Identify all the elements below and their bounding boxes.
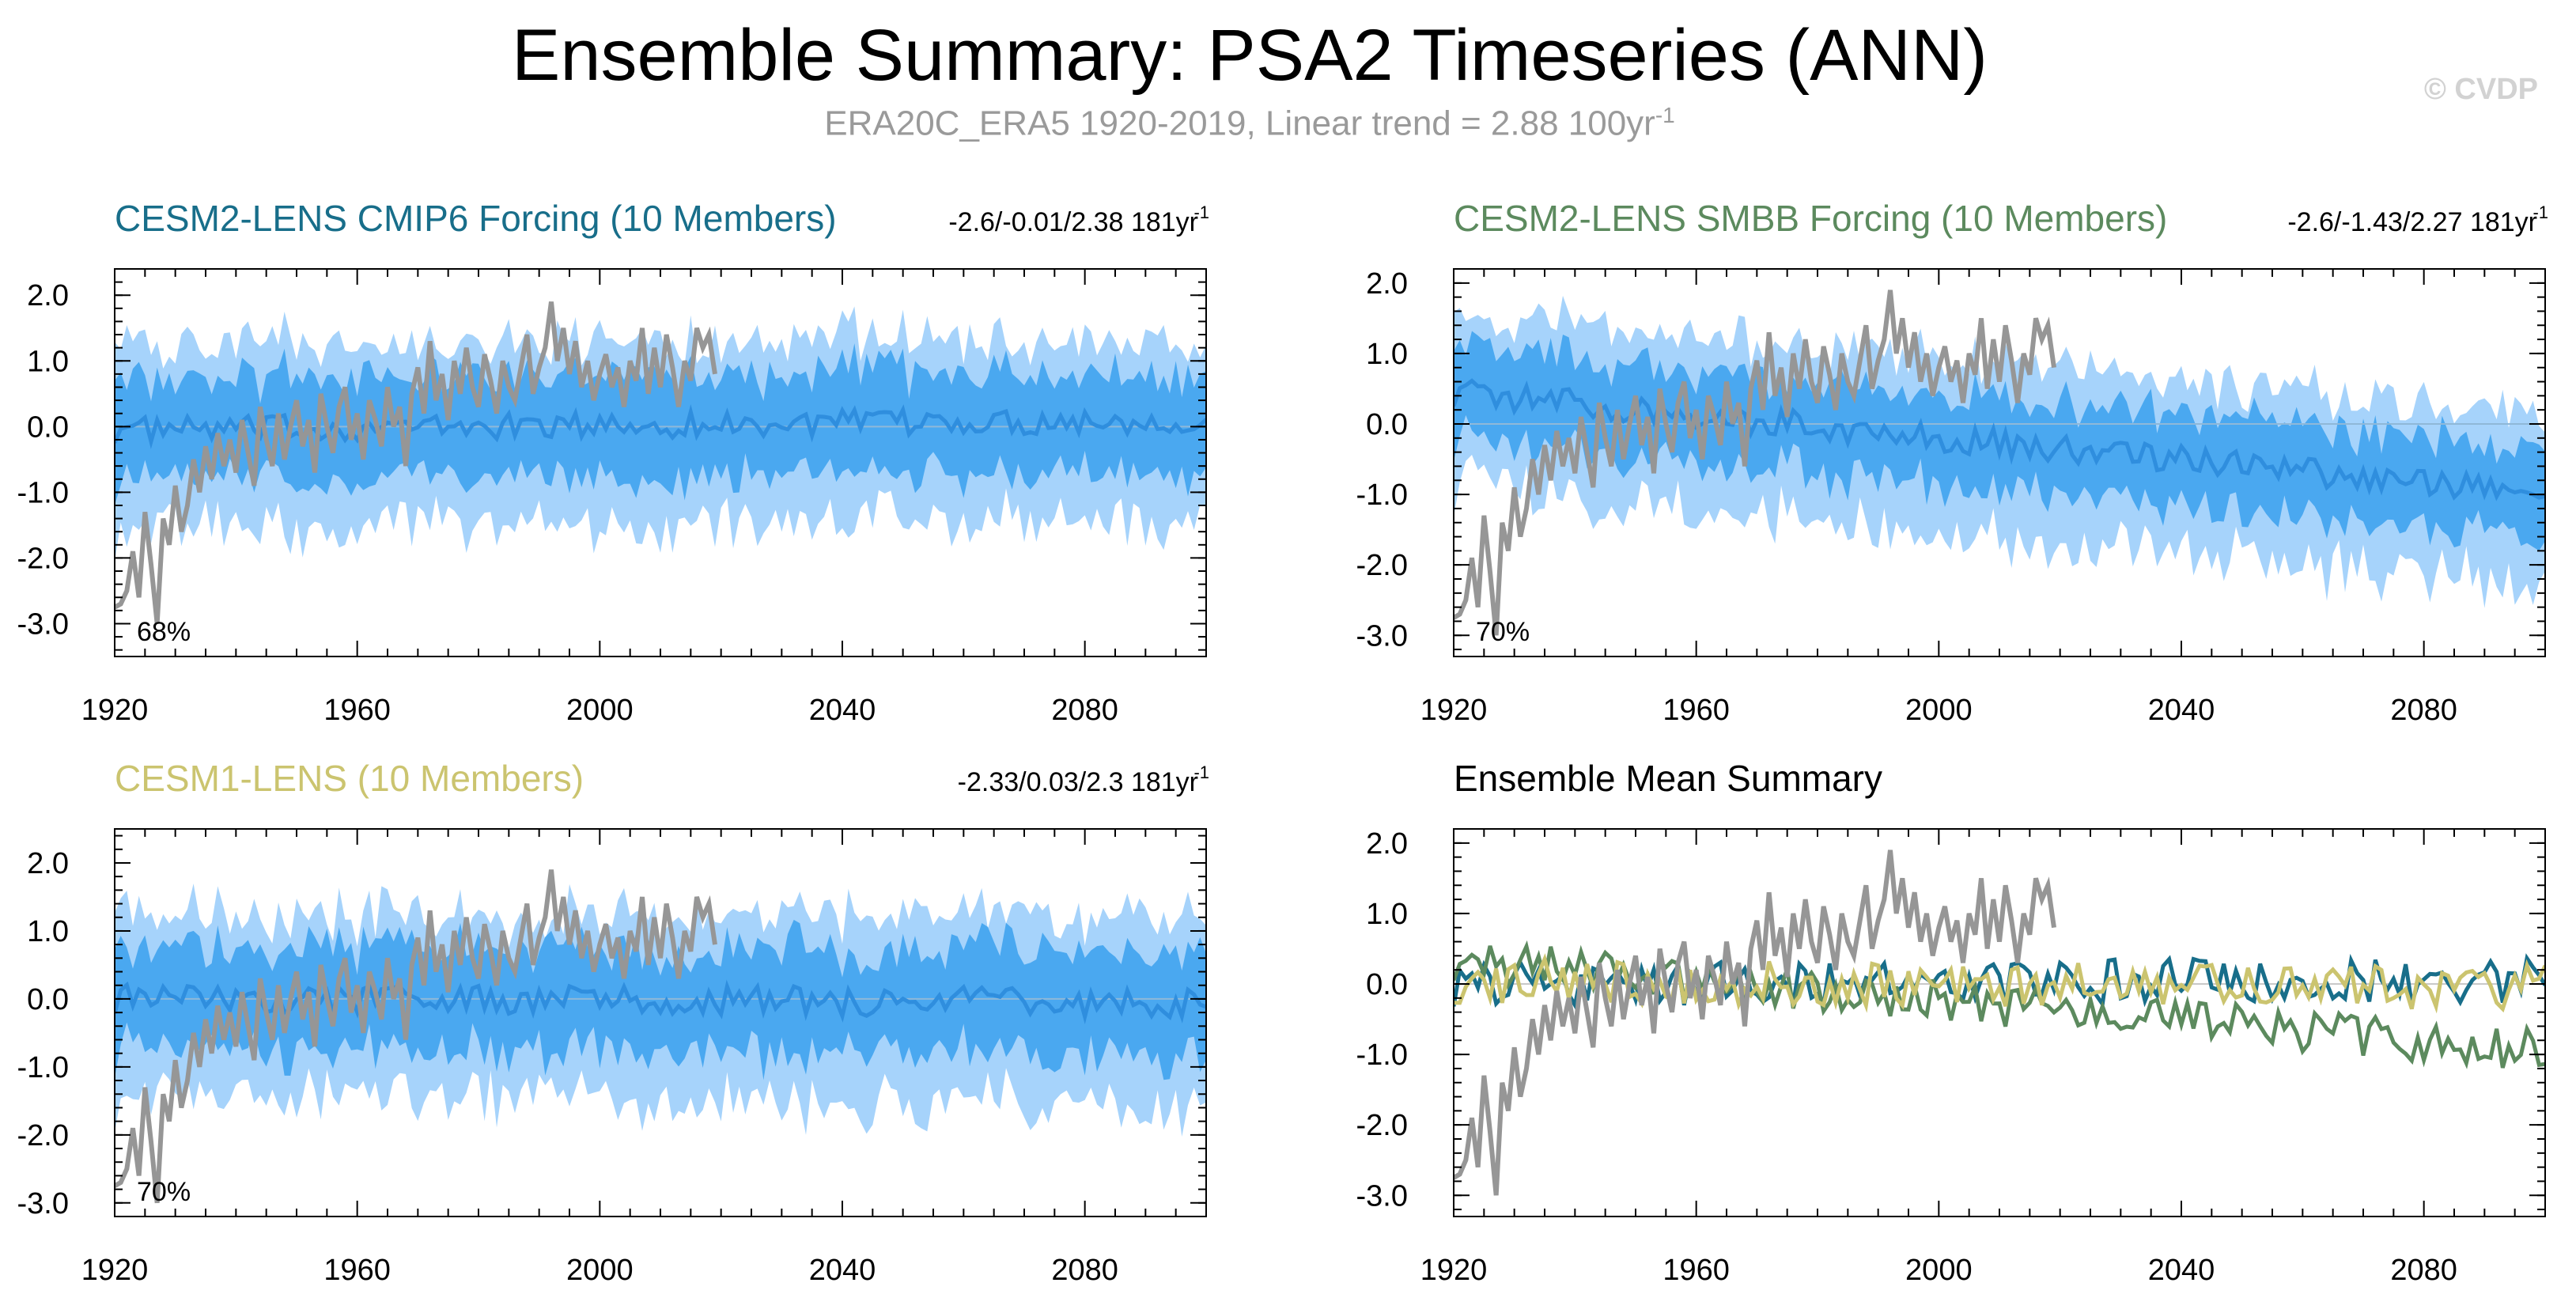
- x-tick-label: 1960: [1662, 694, 1730, 727]
- y-tick-label: 1.0: [27, 345, 69, 378]
- observation-line: [115, 301, 717, 624]
- observation-line: [115, 869, 717, 1204]
- cvdp-watermark: © CVDP: [2423, 73, 2538, 106]
- x-tick-label: 1960: [323, 694, 391, 727]
- panel-stats: -2.6/-0.01/2.38 181yr: [948, 207, 1198, 237]
- y-tick-label: 1.0: [27, 915, 69, 948]
- ensemble-mean-line: [115, 404, 1206, 449]
- y-tick-label: -1.0: [17, 476, 69, 509]
- plot-frame: [1453, 828, 2546, 1217]
- y-tick-label: 2.0: [27, 847, 69, 880]
- x-tick-label: 1920: [1420, 694, 1488, 727]
- y-tick-label: -2.0: [17, 1119, 69, 1152]
- plot-area: [1454, 849, 2545, 1196]
- observation-line: [1454, 289, 2056, 636]
- panel-title: CESM2-LENS SMBB Forcing (10 Members): [1454, 198, 2167, 239]
- panel-stats-exponent: -1: [1193, 202, 1209, 222]
- panel-stats: -2.6/-1.43/2.27 181yr: [2287, 207, 2537, 237]
- x-tick-label: 1920: [1420, 1254, 1488, 1287]
- main-title: Ensemble Summary: PSA2 Timeseries (ANN): [511, 15, 1988, 96]
- x-tick-label: 2000: [1905, 694, 1973, 727]
- mean-line-2: [1454, 953, 2545, 1014]
- subtitle: ERA20C_ERA5 1920-2019, Linear trend = 2.…: [0, 103, 2499, 144]
- inner-range-band: [115, 343, 1206, 505]
- panel-stats-exponent: -1: [1193, 762, 1209, 782]
- y-tick-label: -3.0: [17, 1187, 69, 1220]
- x-tick-label: 2040: [809, 1254, 876, 1287]
- y-tick-label: -1.0: [1356, 479, 1408, 512]
- y-tick-label: -1.0: [17, 1051, 69, 1084]
- plot-area: [1454, 289, 2545, 636]
- mean-line-1: [1454, 940, 2545, 1069]
- panel-cesm2-smbb: CESM2-LENS SMBB Forcing (10 Members) -2.6…: [1356, 198, 2548, 727]
- y-tick-label: 0.0: [1366, 408, 1408, 441]
- y-tick-label: -1.0: [1356, 1039, 1408, 1072]
- y-tick-label: 2.0: [1366, 267, 1408, 301]
- mean-line-0: [1454, 953, 2545, 1012]
- panel-title: CESM2-LENS CMIP6 Forcing (10 Members): [115, 198, 837, 239]
- y-tick-label: 0.0: [27, 983, 69, 1016]
- x-tick-label: 2040: [809, 694, 876, 727]
- x-tick-label: 1920: [81, 1254, 149, 1287]
- y-tick-label: -2.0: [17, 542, 69, 575]
- x-tick-label: 2080: [2390, 694, 2457, 727]
- subtitle-text: ERA20C_ERA5 1920-2019, Linear trend = 2.…: [824, 104, 1655, 143]
- ensemble-mean-line: [115, 979, 1206, 1025]
- x-tick-label: 1920: [81, 694, 149, 727]
- panel-cesm2-cmip6: CESM2-LENS CMIP6 Forcing (10 Members) -2.…: [17, 198, 1209, 727]
- y-tick-label: 1.0: [1366, 338, 1408, 371]
- y-tick-label: 0.0: [27, 411, 69, 444]
- y-tick-label: -3.0: [1356, 1179, 1408, 1213]
- panel-title: Ensemble Mean Summary: [1454, 758, 1882, 799]
- x-tick-label: 2040: [2148, 694, 2215, 727]
- x-tick-label: 2000: [1905, 1254, 1973, 1287]
- y-tick-label: 0.0: [1366, 968, 1408, 1001]
- x-tick-label: 2080: [1051, 694, 1118, 727]
- plot-area: [115, 869, 1206, 1204]
- percent-label: 68%: [137, 617, 191, 647]
- y-tick-label: 1.0: [1366, 898, 1408, 931]
- y-tick-label: 2.0: [1366, 827, 1408, 861]
- x-tick-label: 2040: [2148, 1254, 2215, 1287]
- y-tick-label: -3.0: [17, 607, 69, 641]
- y-tick-label: 2.0: [27, 279, 69, 312]
- x-tick-label: 2080: [2390, 1254, 2457, 1287]
- panel-ensemble-mean: Ensemble Mean Summary 1920 1960 2000 2040 208…: [1356, 758, 2546, 1287]
- percent-label: 70%: [1476, 617, 1530, 647]
- x-tick-label: 2000: [566, 1254, 634, 1287]
- y-tick-label: -2.0: [1356, 549, 1408, 582]
- x-tick-label: 2000: [566, 694, 634, 727]
- panel-stats: -2.33/0.03/2.3 181yr: [958, 767, 1198, 797]
- x-tick-label: 1960: [323, 1254, 391, 1287]
- subtitle-exponent: -1: [1655, 103, 1675, 127]
- observation-line: [1454, 849, 2056, 1196]
- plot-area: [115, 301, 1206, 624]
- y-tick-label: -3.0: [1356, 619, 1408, 653]
- panel-title: CESM1-LENS (10 Members): [115, 758, 584, 799]
- panel-stats-exponent: -1: [2532, 202, 2548, 222]
- x-tick-label: 1960: [1662, 1254, 1730, 1287]
- percent-label: 70%: [137, 1177, 191, 1207]
- panel-cesm1: CESM1-LENS (10 Members) -2.33/0.03/2.3 18…: [17, 758, 1209, 1287]
- y-tick-label: -2.0: [1356, 1109, 1408, 1142]
- x-tick-label: 2080: [1051, 1254, 1118, 1287]
